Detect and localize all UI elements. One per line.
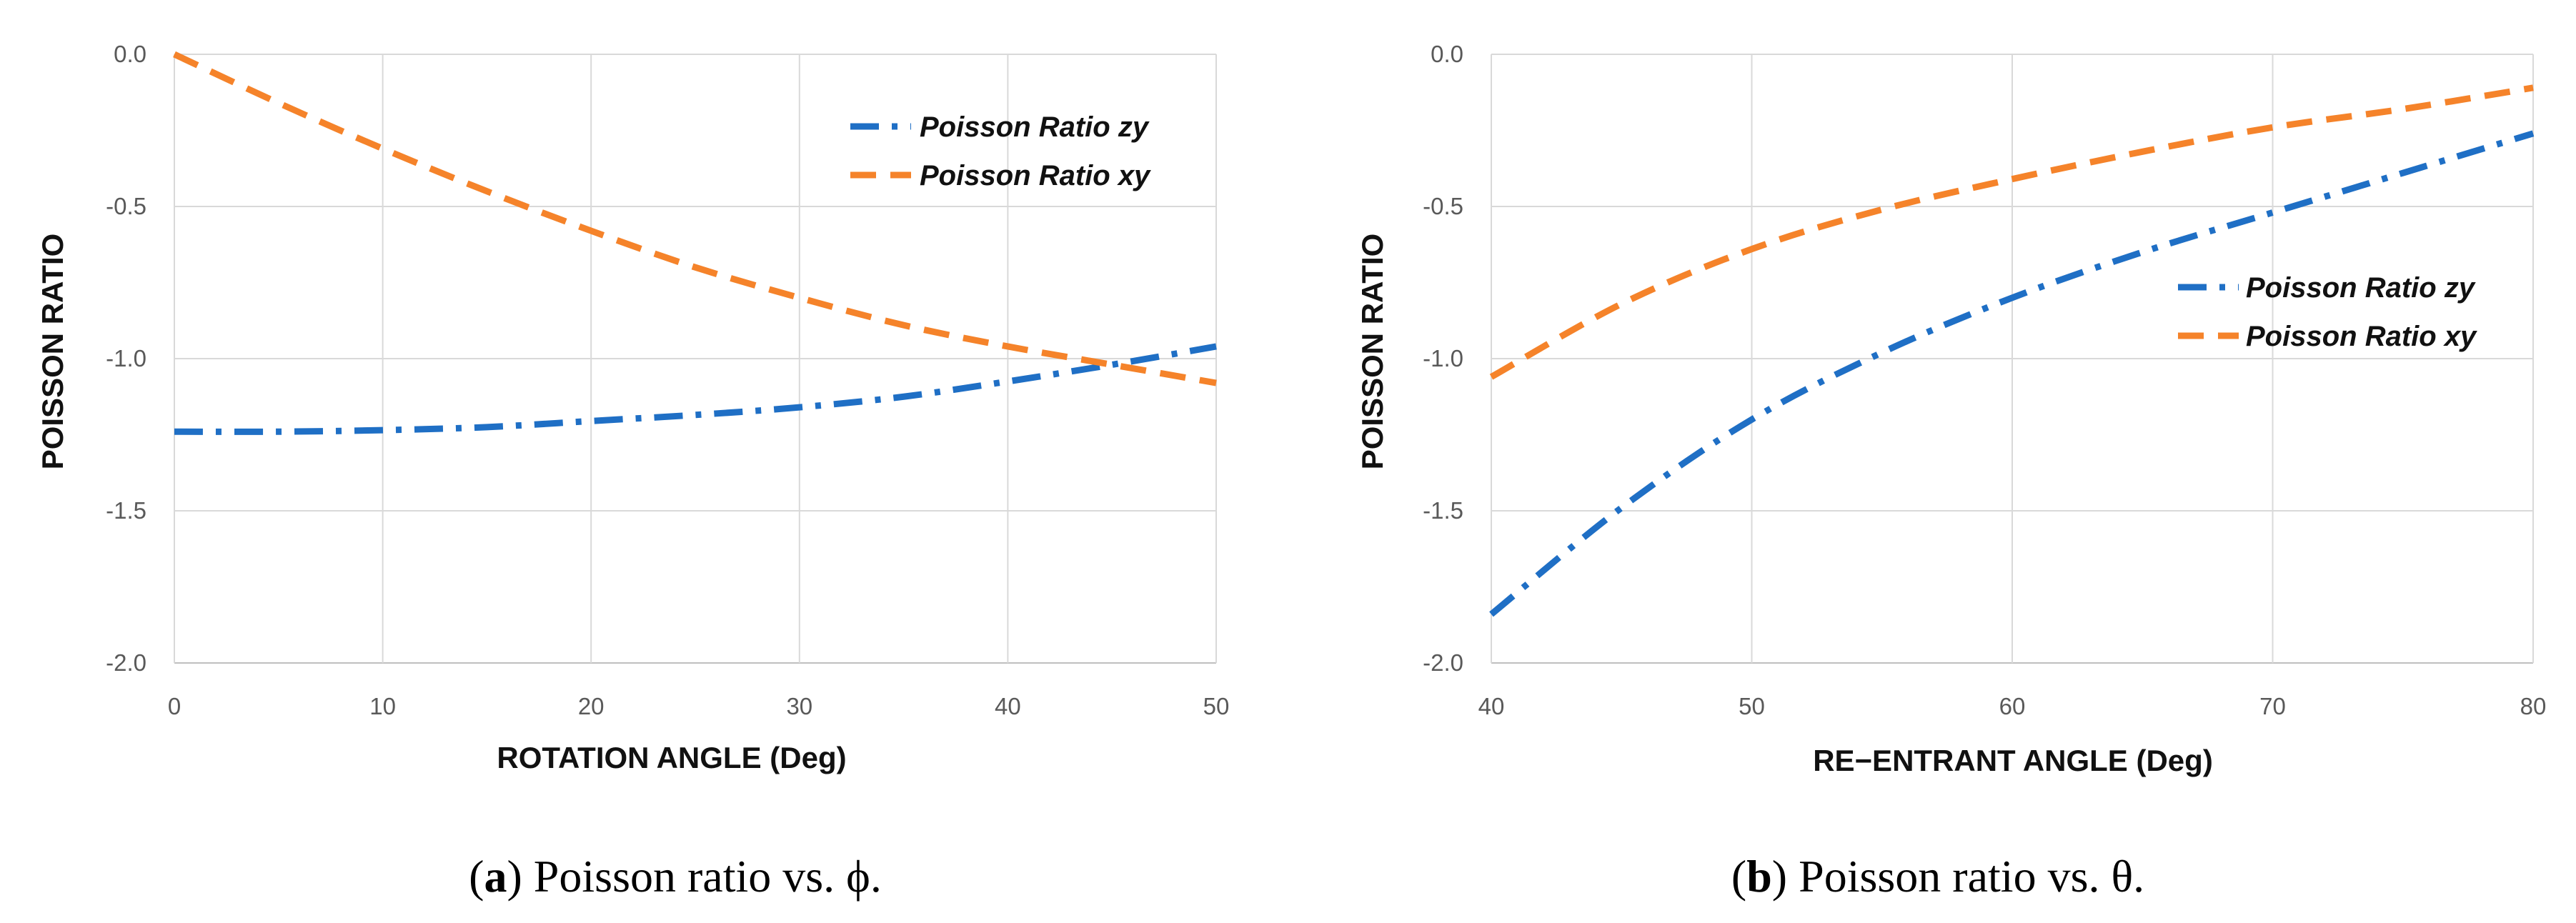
panel-b-y-axis-title: POISSON RATIO: [1356, 234, 1389, 470]
panel-a-x-tick-label: 40: [995, 693, 1021, 719]
panel-a-y-tick-label: -0.5: [106, 193, 146, 219]
panel-a-y-tick-label: -1.5: [106, 497, 146, 524]
panel-b-legend: Poisson Ratio zy Poisson Ratio xy: [2178, 272, 2477, 352]
panel-b-y-ticks: 0.0 -0.5 -1.0 -1.5 -2.0: [1423, 41, 1463, 676]
panel-b-y-tick-label: 0.0: [1431, 41, 1463, 67]
panel-a-y-ticks: 0.0 -0.5 -1.0 -1.5 -2.0: [106, 41, 146, 676]
panel-b-y-tick-label: -1.5: [1423, 497, 1463, 524]
panel-b-y-tick-label: -2.0: [1423, 649, 1463, 676]
panel-a-x-tick-label: 30: [786, 693, 812, 719]
panel-a-series: [173, 51, 1217, 435]
panel-a-y-tick-label: 0.0: [114, 41, 146, 67]
panel-a-line-poisson-ratio-xy: [173, 51, 1217, 386]
panel-a-grid: [174, 54, 1217, 664]
panel-b-y-tick-label: -1.0: [1423, 345, 1463, 371]
panel-b-legend-label-zy: Poisson Ratio zy: [2246, 272, 2476, 304]
panel-b-line-poisson-ratio-zy: [1489, 130, 2535, 617]
panel-a-x-tick-label: 10: [369, 693, 396, 719]
panel-a-chart: 0.0 -0.5 -1.0 -1.5 -2.0 0 10 20 30 40 50 ROTATION…: [36, 41, 1229, 902]
panel-b-x-tick-label: 50: [1739, 693, 1765, 719]
panel-a-y-tick-label: -1.0: [106, 345, 146, 371]
panel-b-x-tick-label: 40: [1478, 693, 1505, 719]
panel-b-legend-label-xy: Poisson Ratio xy: [2246, 321, 2477, 352]
panel-a-legend: Poisson Ratio zy Poisson Ratio xy: [850, 111, 1151, 191]
panel-b-x-ticks: 40 50 60 70 80: [1478, 693, 2547, 719]
panel-b-line-poisson-ratio-xy: [1489, 84, 2534, 380]
panel-a-y-tick-label: -2.0: [106, 649, 146, 676]
panel-a-legend-label-xy: Poisson Ratio xy: [920, 160, 1151, 191]
panel-a-y-axis-title: POISSON RATIO: [36, 234, 69, 470]
panel-a-legend-label-zy: Poisson Ratio zy: [920, 111, 1150, 143]
panel-b-y-tick-label: -0.5: [1423, 193, 1463, 219]
panel-b-series: [1489, 84, 2535, 617]
panel-b-x-tick-label: 70: [2259, 693, 2286, 719]
panel-a-caption-text: Poisson ratio vs. ϕ.: [522, 851, 882, 902]
panel-b-x-axis-title: RE−ENTRANT ANGLE (Deg): [1813, 744, 2213, 777]
panel-b-x-tick-label: 60: [1999, 693, 2026, 719]
panel-b-caption: (b) Poisson ratio vs. θ.: [1731, 851, 2144, 902]
panel-a-x-ticks: 0 10 20 30 40 50: [168, 693, 1230, 719]
panel-a-x-tick-label: 20: [578, 693, 605, 719]
panel-b-chart: 0.0 -0.5 -1.0 -1.5 -2.0 40 50 60 70 80 RE−ENTRAN…: [1356, 41, 2546, 902]
panel-a-line-poisson-ratio-zy: [174, 343, 1217, 435]
panel-a-caption: (a) Poisson ratio vs. ϕ.: [469, 851, 882, 902]
panel-b-grid: [1491, 54, 2534, 664]
panel-a-x-tick-label: 50: [1203, 693, 1230, 719]
panel-b-x-tick-label: 80: [2520, 693, 2547, 719]
panel-b-caption-label: b: [1746, 851, 1772, 902]
panel-a-x-axis-title: ROTATION ANGLE (Deg): [497, 741, 846, 774]
panel-a-x-tick-label: 0: [168, 693, 181, 719]
panel-a-caption-label: a: [484, 851, 507, 902]
panel-b-caption-text: Poisson ratio vs. θ.: [1787, 851, 2144, 902]
